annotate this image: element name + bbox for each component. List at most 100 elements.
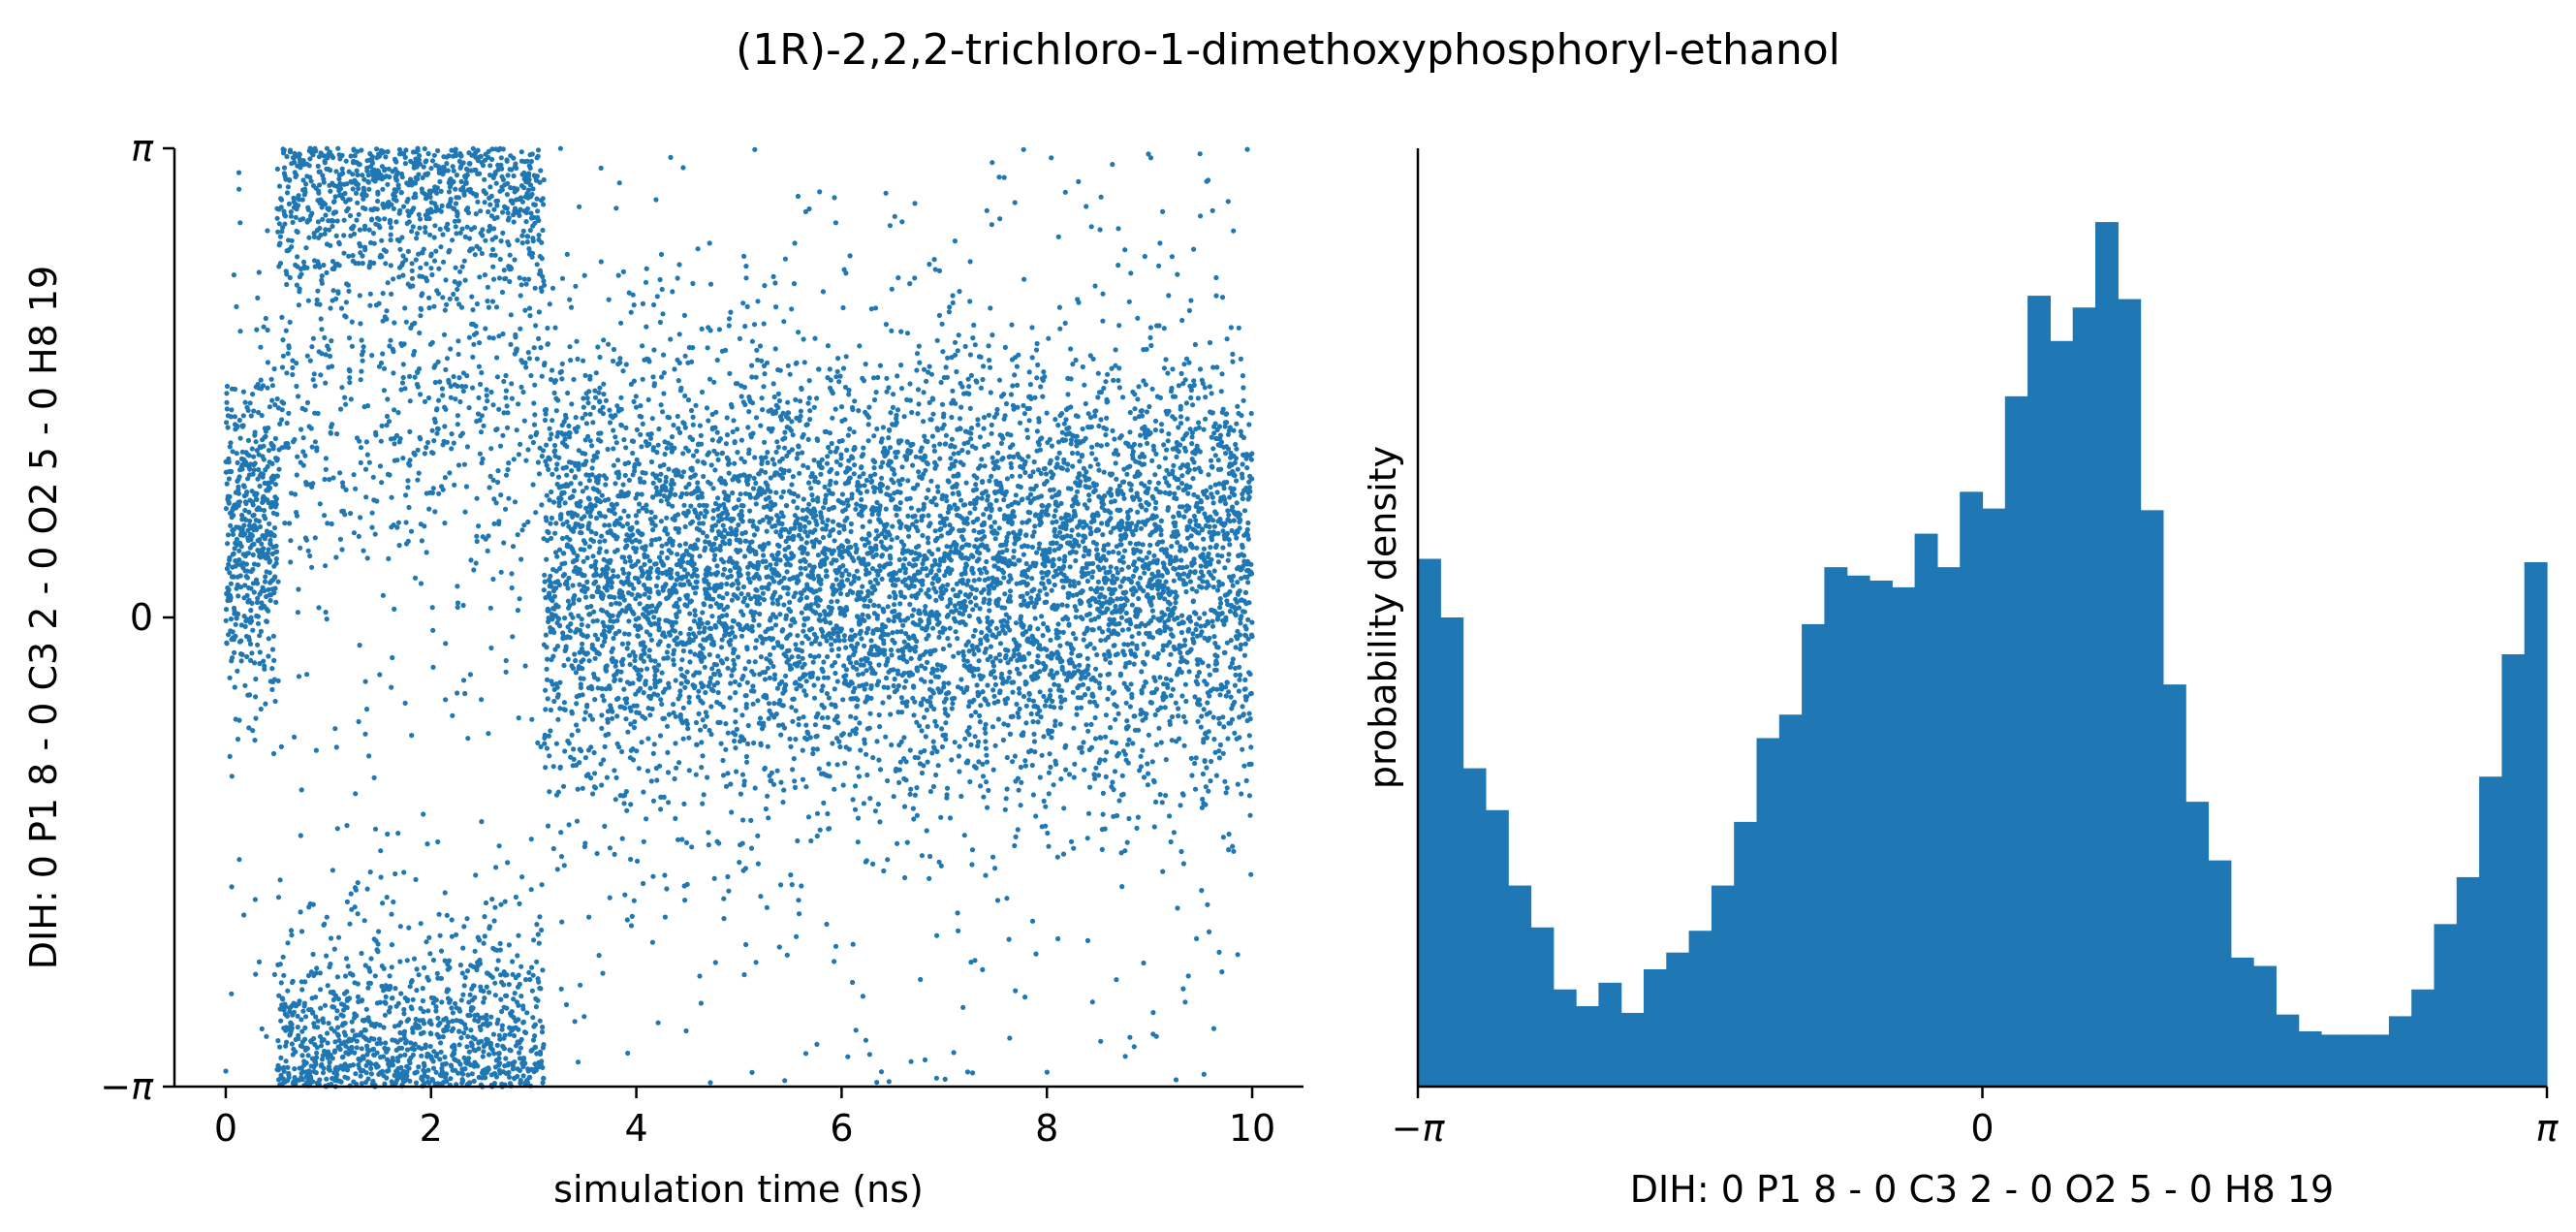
scatter-point [422,964,427,971]
scatter-point [547,753,552,759]
scatter-point [294,361,299,366]
scatter-point [407,462,413,468]
scatter-point [681,567,688,573]
scatter-point [466,405,472,411]
scatter-point [379,237,385,243]
scatter-point [645,736,651,742]
scatter-point [443,697,449,703]
scatter-point [295,1013,300,1019]
scatter-point [494,426,500,432]
scatter-point [255,562,261,568]
scatter-point [689,844,695,850]
scatter-point [249,446,255,452]
scatter-point [374,1050,380,1056]
scatter-point [518,963,524,969]
scatter-point [454,231,459,237]
scatter-point [634,426,641,432]
scatter-point [597,385,603,391]
scatter-point [587,612,593,617]
scatter-point [577,567,582,573]
scatter-point [430,957,436,963]
scatter-point [464,968,471,974]
scatter-point [380,186,386,192]
scatter-point [381,149,387,155]
scatter-point [548,728,553,734]
scatter-point [700,801,706,806]
scatter-point [299,1053,305,1058]
scatter-point [462,509,468,515]
scatter-point [255,642,261,648]
scatter-point [460,992,466,997]
scatter-point [526,176,532,182]
scatter-point [630,757,637,763]
scatter-point [491,226,497,232]
scatter-point [326,1021,331,1027]
scatter-point [516,972,521,978]
scatter-point [526,305,533,311]
scatter-point [441,332,448,337]
scatter-point [342,395,348,400]
scatter-point [611,446,616,452]
scatter-point [381,388,387,394]
scatter-point [597,354,603,361]
scatter-point [486,533,491,539]
scatter-point [458,153,464,159]
scatter-point [366,1018,372,1025]
scatter-point [616,180,622,186]
scatter-point [700,610,706,616]
scatter-point [383,248,389,254]
scatter-point [280,996,286,1002]
scatter-point [699,441,705,447]
scatter-point [517,212,522,218]
scatter-point [407,373,413,379]
scatter-point [317,182,323,188]
scatter-point [705,774,710,780]
scatter-point [451,440,456,446]
scatter-point [662,634,668,640]
scatter-point [266,608,271,614]
scatter-point [474,533,480,539]
scatter-point [687,626,693,632]
scatter-point [241,531,248,537]
scatter-point [366,459,372,465]
scatter-point [426,506,432,512]
scatter-point [277,261,284,267]
scatter-point [572,474,579,480]
scatter-point [424,841,430,847]
scatter-point [383,261,389,267]
scatter-point [684,721,690,727]
scatter-point [596,390,602,395]
scatter-point [530,1015,536,1021]
scatter-point [315,410,321,417]
scatter-point [711,875,717,881]
scatter-point [332,1039,338,1045]
scatter-point [230,655,236,661]
scatter-point [566,741,572,746]
scatter-point [346,288,352,294]
scatter-point [544,556,550,562]
scatter-point [535,740,541,746]
scatter-point [612,677,618,682]
scatter-point [526,246,532,252]
scatter-point [241,522,247,528]
scatter-point [428,251,434,257]
scatter-point [285,184,291,190]
scatter-point [733,745,738,751]
scatter-point [648,431,654,437]
scatter-point [552,377,559,384]
scatter-point [317,169,323,174]
scatter-point [409,275,416,281]
scatter-point [445,227,451,233]
scatter-point [544,442,550,448]
scatter-point [607,685,613,692]
scatter-point [413,194,419,200]
scatter-point [322,1002,329,1008]
scatter-point [551,698,557,705]
scatter-point [352,904,358,910]
scatter-point [440,1034,446,1040]
scatter-point [622,706,628,711]
scatter-point [570,528,577,534]
scatter-point [385,396,391,402]
scatter-point [298,929,305,934]
scatter-point [460,945,466,951]
